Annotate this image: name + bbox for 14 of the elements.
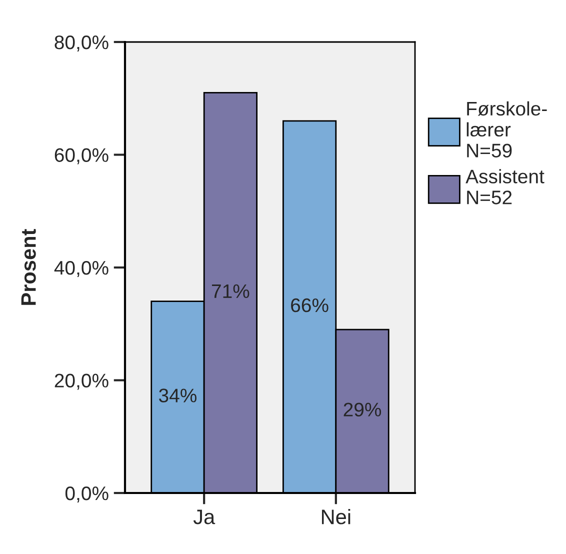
- y-tick-label: 80,0%: [54, 35, 108, 52]
- y-tick-label: 60,0%: [54, 148, 108, 164]
- y-tick-label: 0,0%: [65, 486, 108, 503]
- y-axis-title: Prosent: [21, 228, 36, 305]
- legend-label: Førskole- lærer N=59: [466, 101, 547, 158]
- data-label: 66%: [291, 298, 328, 312]
- x-tick-label: Ja: [193, 510, 216, 524]
- x-tick-label: Nei: [322, 508, 350, 524]
- y-tick-label: 40,0%: [54, 260, 108, 278]
- data-label: 34%: [159, 388, 196, 402]
- legend-label: Assistent N=52: [466, 169, 544, 204]
- data-label: 29%: [344, 402, 382, 416]
- y-tick-label: 20,0%: [54, 374, 108, 390]
- data-label: 71%: [212, 284, 250, 298]
